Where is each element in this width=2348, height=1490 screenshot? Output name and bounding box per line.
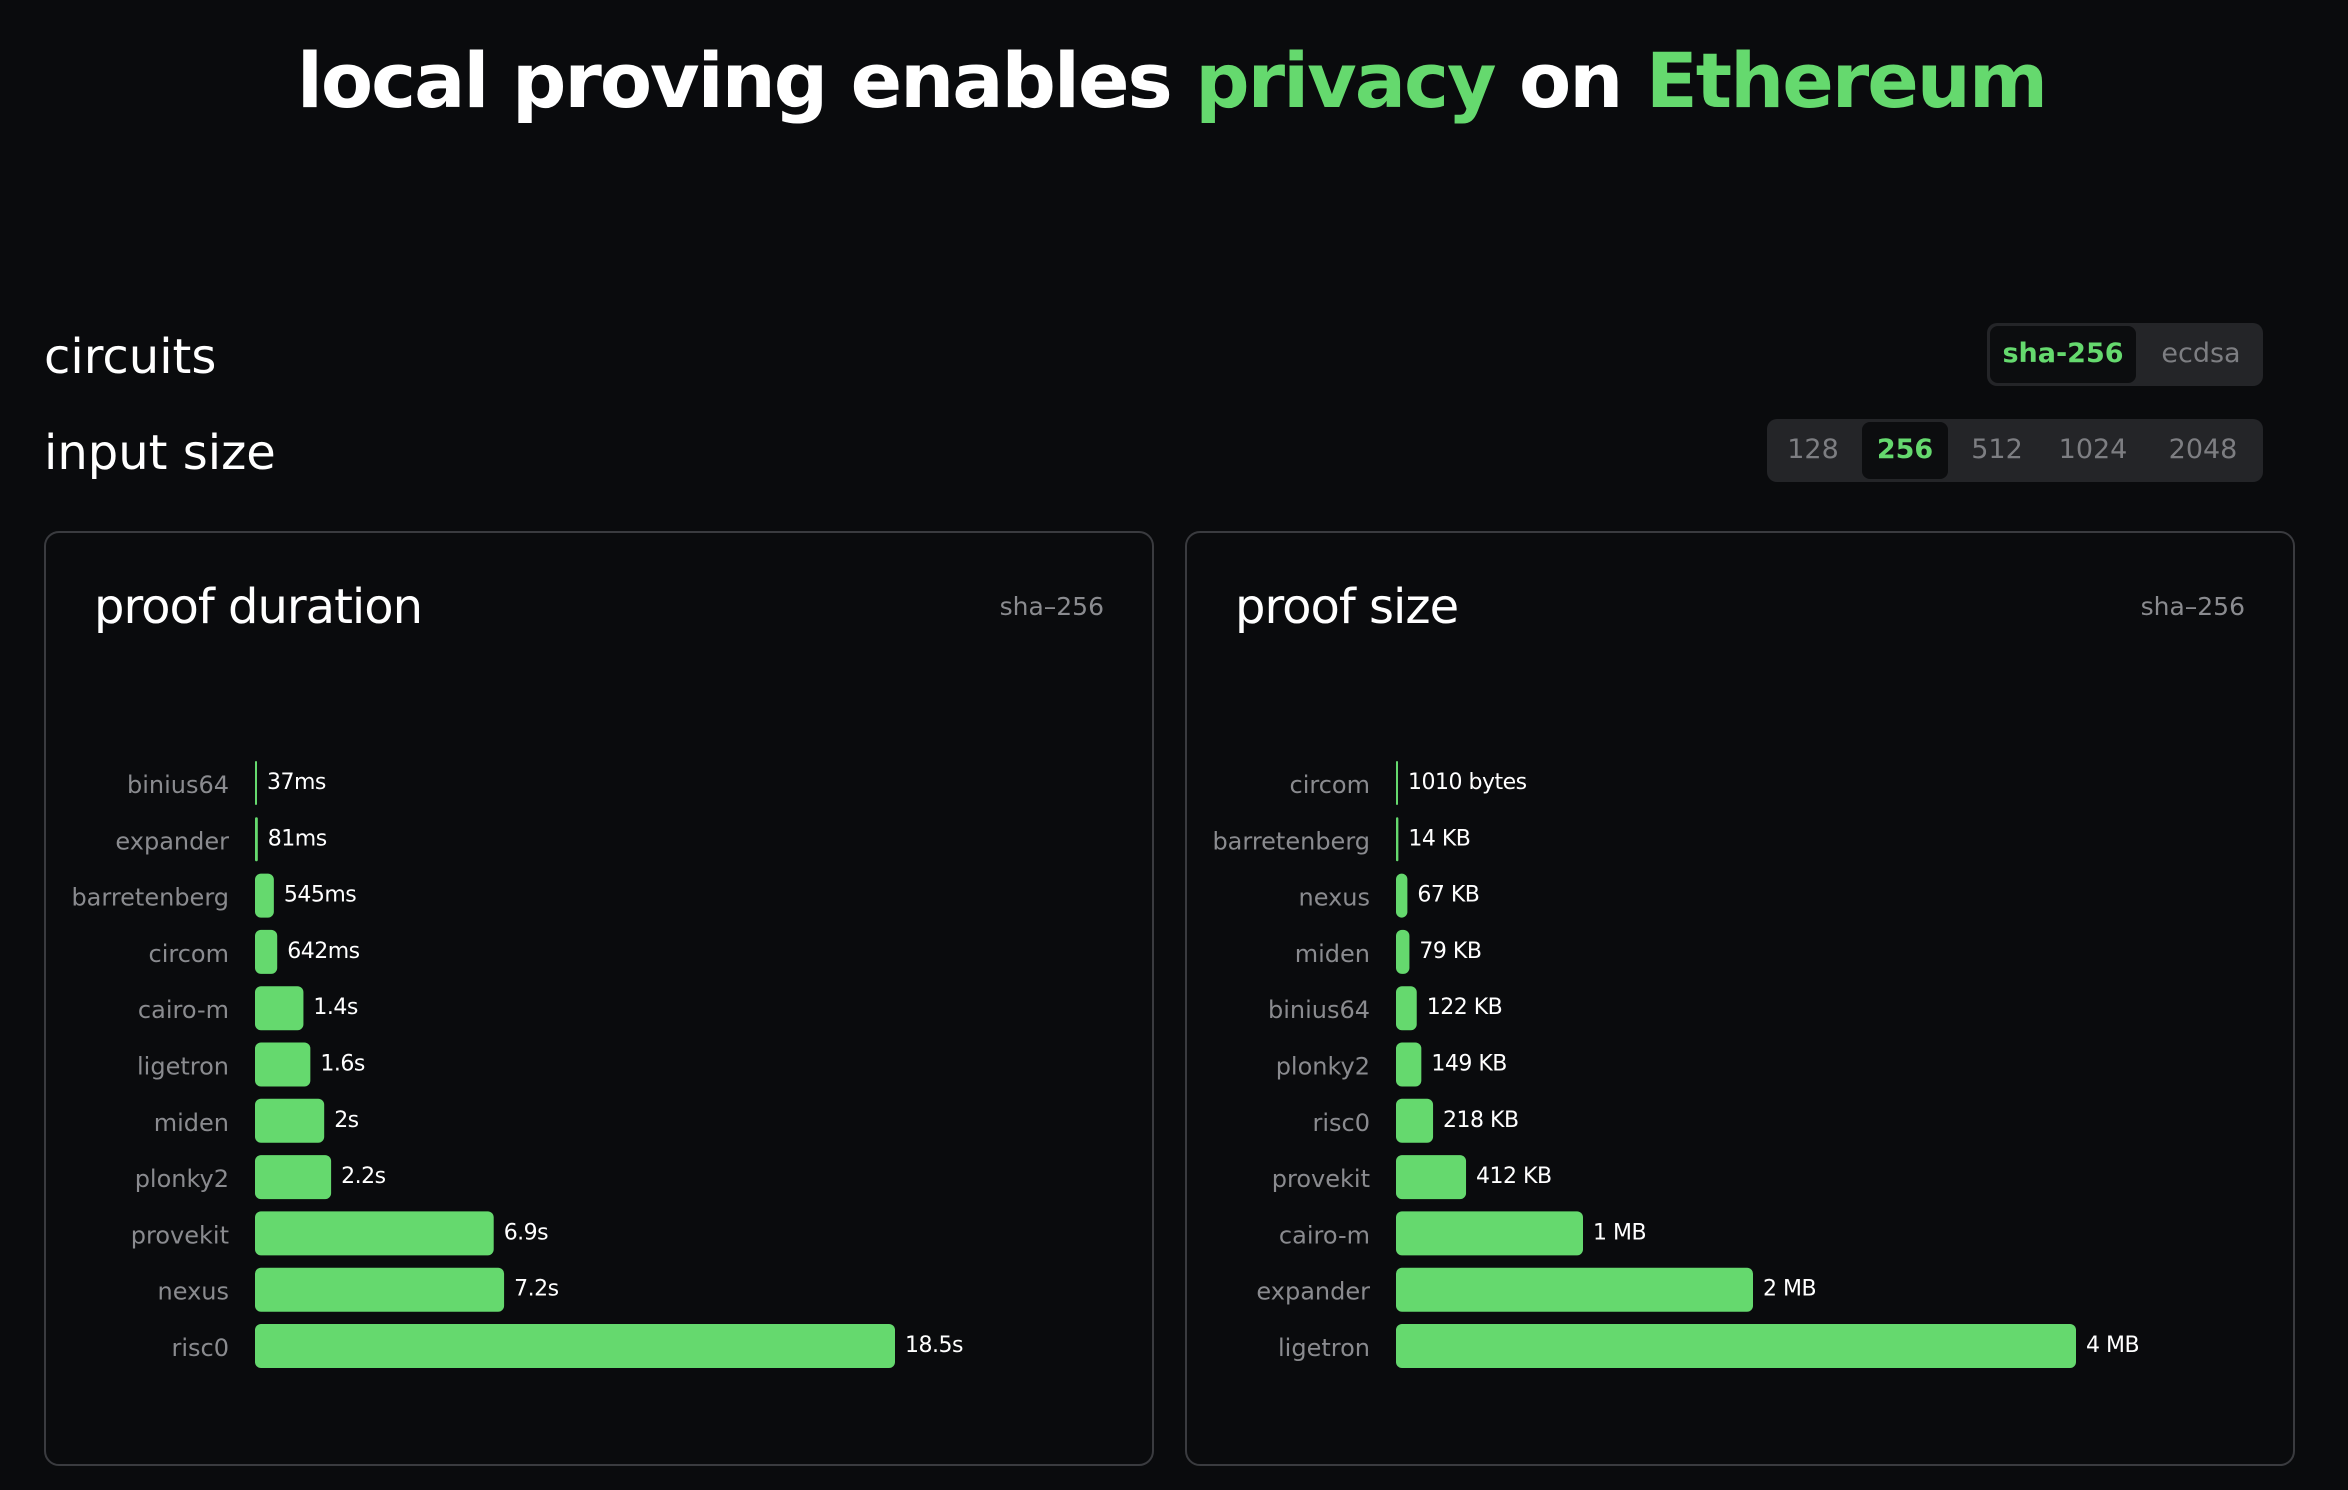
value-label: 122 KB <box>1427 995 1503 1020</box>
category-label: cairo-m <box>138 996 229 1024</box>
option-active-bg <box>1862 422 1948 479</box>
bar <box>1396 1267 1753 1312</box>
bar <box>1396 1324 2076 1368</box>
chart-subtitle: sha–256 <box>1000 592 1104 621</box>
bar <box>1396 1098 1434 1143</box>
bar <box>255 1042 311 1087</box>
option-button[interactable]: sha-256 <box>2002 338 2123 369</box>
bar <box>255 873 274 918</box>
category-label: cairo-m <box>1279 1221 1370 1249</box>
bar <box>255 1211 494 1256</box>
category-label: miden <box>1295 940 1370 968</box>
value-label: 412 KB <box>1476 1164 1552 1189</box>
category-label: circom <box>1290 771 1370 799</box>
category-label: binius64 <box>127 771 229 799</box>
title-part: privacy <box>1195 36 1496 125</box>
value-label: 67 KB <box>1417 883 1479 908</box>
bar <box>255 1155 332 1200</box>
bar <box>1396 986 1417 1031</box>
control-label: circuits <box>44 329 216 385</box>
value-label: 4 MB <box>2086 1333 2139 1358</box>
chart-title: proof size <box>1235 579 1458 635</box>
category-label: ligetron <box>1278 1334 1370 1362</box>
chart-panel <box>1185 531 2295 1466</box>
bar <box>1396 873 1408 918</box>
category-label: nexus <box>1299 884 1370 912</box>
category-label: provekit <box>1272 1165 1370 1193</box>
bar <box>255 817 258 862</box>
value-label: 1010 bytes <box>1408 770 1527 795</box>
bar <box>1396 761 1398 805</box>
title-part: local proving enables <box>297 36 1195 125</box>
value-label: 545ms <box>284 883 356 908</box>
value-label: 37ms <box>267 770 326 795</box>
value-label: 149 KB <box>1431 1052 1507 1077</box>
category-label: risc0 <box>1312 1109 1370 1137</box>
category-label: expander <box>115 827 229 855</box>
category-label: risc0 <box>171 1334 229 1362</box>
category-label: expander <box>1256 1278 1370 1306</box>
chart-title: proof duration <box>94 579 422 635</box>
option-button[interactable]: 128 <box>1787 434 1839 465</box>
value-label: 1.4s <box>313 995 357 1020</box>
value-label: 1.6s <box>320 1052 364 1077</box>
chart-subtitle: sha–256 <box>2141 592 2245 621</box>
chart-panel <box>44 531 1154 1466</box>
value-label: 218 KB <box>1443 1108 1519 1133</box>
option-button[interactable]: 256 <box>1877 434 1933 465</box>
option-button[interactable]: 2048 <box>2169 434 2238 465</box>
option-button[interactable]: ecdsa <box>2161 338 2240 369</box>
bar <box>1396 817 1399 862</box>
category-label: barretenberg <box>1212 827 1370 855</box>
value-label: 18.5s <box>905 1333 963 1358</box>
bar <box>1396 1042 1422 1087</box>
value-label: 642ms <box>287 939 359 964</box>
value-label: 81ms <box>268 826 327 851</box>
category-label: miden <box>154 1109 229 1137</box>
bar <box>1396 1155 1467 1200</box>
bar <box>255 1098 325 1143</box>
title-part: Ethereum <box>1646 36 2046 125</box>
value-label: 1 MB <box>1593 1220 1646 1245</box>
category-label: ligetron <box>137 1053 229 1081</box>
option-active-bg <box>1990 326 2136 383</box>
value-label: 2s <box>334 1108 358 1133</box>
category-label: binius64 <box>1268 996 1370 1024</box>
bar <box>255 1267 505 1312</box>
value-label: 79 KB <box>1419 939 1481 964</box>
bar <box>255 929 278 974</box>
value-label: 2.2s <box>341 1164 385 1189</box>
control-label: input size <box>44 425 276 481</box>
category-label: plonky2 <box>1276 1053 1370 1081</box>
option-button[interactable]: 1024 <box>2059 434 2128 465</box>
category-label: plonky2 <box>135 1165 229 1193</box>
value-label: 6.9s <box>504 1220 548 1245</box>
bar <box>1396 1211 1583 1256</box>
title-part: on <box>1495 36 1646 125</box>
bar <box>255 986 304 1031</box>
category-label: circom <box>149 940 229 968</box>
category-label: provekit <box>131 1221 229 1249</box>
option-button[interactable]: 512 <box>1971 434 2023 465</box>
category-label: barretenberg <box>71 884 229 912</box>
page-title: local proving enables privacy on Ethereu… <box>175 36 2120 125</box>
bar <box>255 1324 895 1368</box>
value-label: 2 MB <box>1763 1277 1816 1302</box>
category-label: nexus <box>158 1278 229 1306</box>
bar <box>1396 929 1410 974</box>
value-label: 14 KB <box>1408 826 1470 851</box>
value-label: 7.2s <box>514 1277 558 1302</box>
bar <box>255 761 257 805</box>
